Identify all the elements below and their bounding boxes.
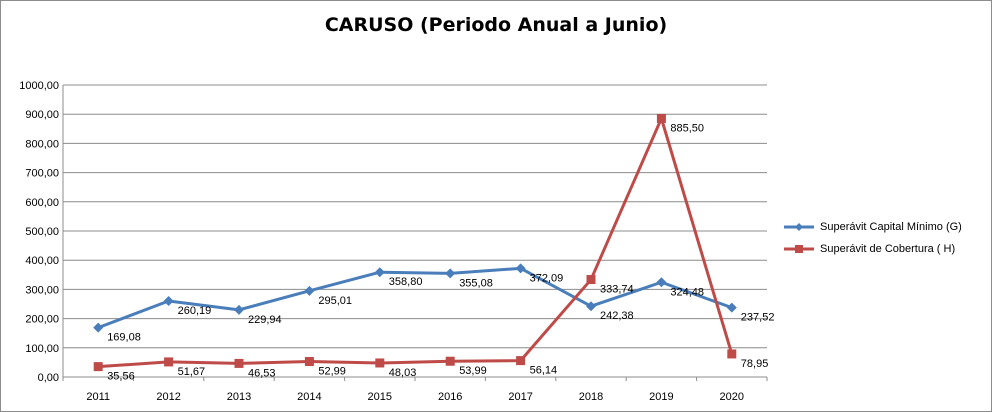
data-label: 885,50 (670, 122, 704, 134)
data-point (516, 356, 526, 366)
x-tick-label: 2016 (438, 391, 462, 403)
x-tick-label: 2017 (508, 391, 532, 403)
x-tick-label: 2015 (368, 391, 392, 403)
legend-label-series-2: Superávit de Cobertura ( H) (820, 243, 956, 255)
data-label: 333,74 (600, 284, 634, 296)
y-axis-ticks: 0,00 100,00 200,00 300,00 400,00 500,00 600,00… (19, 80, 59, 384)
data-point (375, 358, 385, 368)
x-tick-label: 2012 (156, 391, 180, 403)
y-tick-label: 200,00 (25, 314, 59, 326)
data-label: 295,01 (318, 295, 352, 307)
data-label: 52,99 (318, 366, 346, 378)
data-label: 242,38 (600, 310, 634, 322)
grid-lines (62, 84, 767, 378)
data-label: 169,08 (107, 332, 141, 344)
data-point (234, 358, 244, 368)
data-point (515, 263, 526, 274)
data-point (586, 301, 596, 312)
data-point (163, 296, 174, 307)
x-tick-label: 2014 (297, 391, 321, 403)
data-point (656, 277, 667, 288)
y-tick-label: 1000,00 (19, 80, 59, 92)
data-point (726, 302, 737, 313)
data-point (727, 349, 737, 359)
x-tick-label: 2019 (649, 391, 673, 403)
y-tick-label: 800,00 (25, 138, 59, 150)
data-label: 324,48 (670, 286, 704, 298)
data-point (234, 304, 244, 315)
data-point (656, 113, 666, 123)
data-point (304, 357, 314, 367)
legend: Superávit Capital Mínimo (G) Superávit d… (782, 220, 987, 264)
data-label: 48,03 (389, 367, 417, 379)
data-point (374, 267, 385, 278)
y-tick-label: 100,00 (25, 343, 59, 355)
series-group (93, 113, 737, 372)
chart-title: CARUSO (Periodo Anual a Junio) (324, 14, 668, 36)
y-tick-label: 0,00 (38, 372, 59, 384)
data-point (445, 268, 456, 279)
data-labels: 169,08 260,19 229,94 295,01 358,80 355,08 372,… (107, 122, 774, 382)
data-label: 56,14 (530, 365, 558, 377)
legend-label-series-1: Superávit Capital Mínimo (G) (820, 221, 962, 233)
series-line-2 (98, 116, 734, 369)
data-point (93, 362, 103, 372)
data-point (164, 357, 174, 367)
data-label: 35,56 (107, 371, 135, 383)
data-point (93, 322, 104, 333)
y-tick-label: 400,00 (25, 255, 59, 267)
legend-swatch-series-2 (784, 245, 814, 253)
data-point (304, 285, 315, 296)
y-tick-label: 600,00 (25, 197, 59, 209)
x-tick-label: 2013 (227, 391, 251, 403)
legend-item-series-2: Superávit de Cobertura ( H) (782, 242, 987, 264)
series-line-1 (97, 266, 733, 330)
data-label: 358,80 (389, 276, 423, 288)
y-tick-label: 300,00 (25, 284, 59, 296)
legend-swatch-series-1 (784, 223, 814, 231)
y-tick-label: 700,00 (25, 168, 59, 180)
x-tick-label: 2011 (86, 391, 110, 403)
x-tick-label: 2018 (579, 391, 603, 403)
data-point (586, 275, 596, 285)
x-tick-label: 2020 (720, 391, 744, 403)
data-label: 46,53 (248, 367, 276, 379)
data-label: 78,95 (741, 358, 769, 370)
x-axis-ticks: 2011 2012 2013 2014 2015 2016 2017 2018 2019 2020 (62, 377, 768, 403)
data-label: 355,08 (459, 277, 493, 289)
data-point (445, 356, 455, 366)
data-label: 51,67 (178, 366, 206, 378)
y-tick-label: 900,00 (25, 109, 59, 121)
data-label: 237,52 (741, 312, 775, 324)
y-tick-label: 500,00 (25, 226, 59, 238)
data-label: 260,19 (178, 305, 212, 317)
legend-item-series-1: Superávit Capital Mínimo (G) (782, 220, 987, 242)
data-label: 229,94 (248, 314, 282, 326)
data-label: 372,09 (530, 272, 564, 284)
data-label: 53,99 (459, 365, 487, 377)
